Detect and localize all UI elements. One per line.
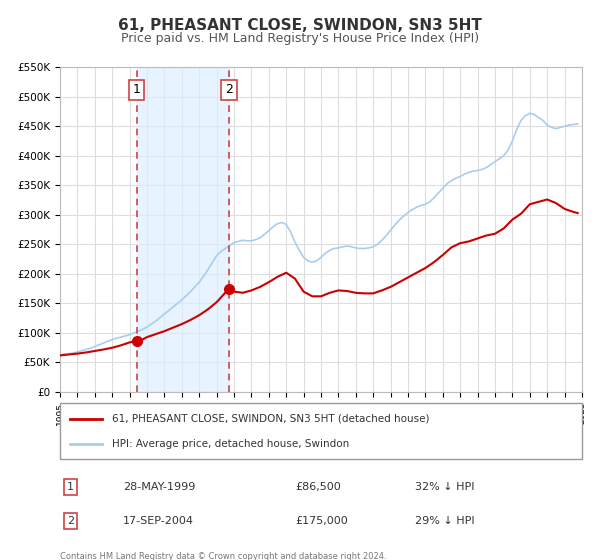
Text: HPI: Average price, detached house, Swindon: HPI: Average price, detached house, Swin…: [112, 438, 349, 449]
Text: Price paid vs. HM Land Registry's House Price Index (HPI): Price paid vs. HM Land Registry's House …: [121, 31, 479, 45]
Text: 1: 1: [67, 482, 74, 492]
Text: 32% ↓ HPI: 32% ↓ HPI: [415, 482, 475, 492]
Text: 17-SEP-2004: 17-SEP-2004: [122, 516, 194, 526]
Text: 29% ↓ HPI: 29% ↓ HPI: [415, 516, 475, 526]
Bar: [137, 67, 229, 392]
Text: 61, PHEASANT CLOSE, SWINDON, SN3 5HT: 61, PHEASANT CLOSE, SWINDON, SN3 5HT: [118, 18, 482, 32]
Text: 61, PHEASANT CLOSE, SWINDON, SN3 5HT (detached house): 61, PHEASANT CLOSE, SWINDON, SN3 5HT (de…: [112, 414, 430, 424]
FancyBboxPatch shape: [60, 403, 582, 459]
Text: £175,000: £175,000: [295, 516, 347, 526]
Text: 2: 2: [67, 516, 74, 526]
Text: £86,500: £86,500: [295, 482, 341, 492]
Text: Contains HM Land Registry data © Crown copyright and database right 2024.: Contains HM Land Registry data © Crown c…: [60, 552, 386, 560]
Text: 2: 2: [225, 83, 233, 96]
Text: 1: 1: [133, 83, 140, 96]
Text: 28-MAY-1999: 28-MAY-1999: [122, 482, 195, 492]
